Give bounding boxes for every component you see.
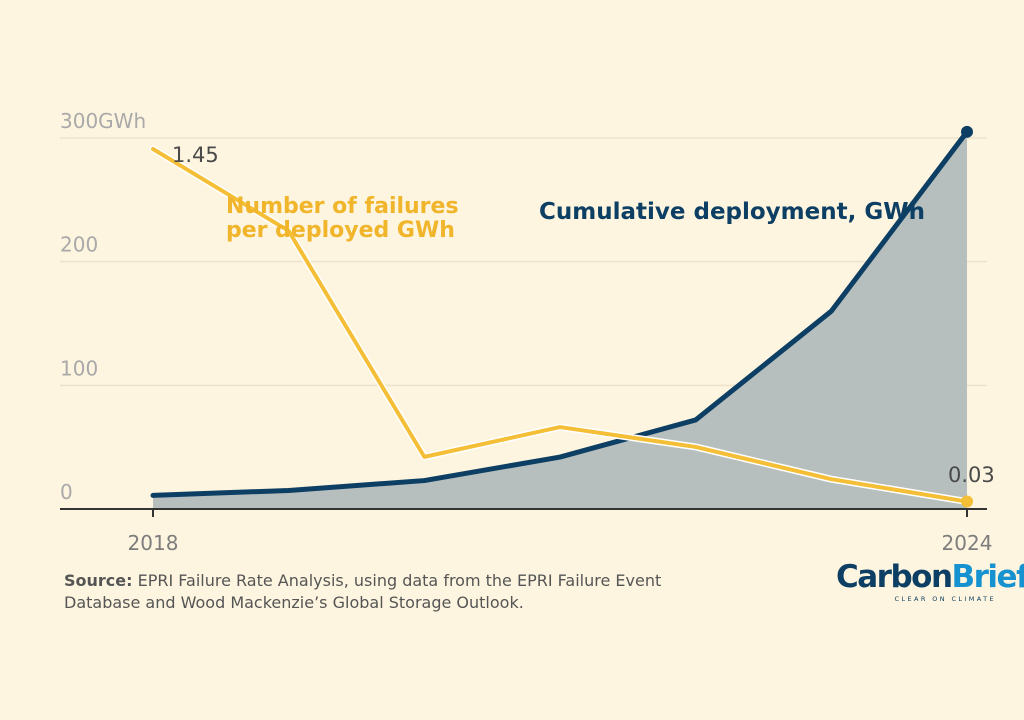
deployment-line (150, 129, 970, 498)
source-note: Source: EPRI Failure Rate Analysis, usin… (64, 570, 704, 614)
source-text: EPRI Failure Rate Analysis, using data f… (64, 571, 662, 612)
series-lines (149, 125, 973, 508)
deployment-series-label: Cumulative deployment, GWh (539, 199, 925, 225)
failures-series-label-line1: Number of failures (226, 194, 459, 219)
x-tick-label: 2024 (942, 531, 993, 555)
y-tick-label: 100 (60, 356, 98, 380)
logo-wordmark: CarbonBrief (836, 559, 1024, 595)
chart-svg: 0 100 200 300GWh 1.45 0.03 Number of failures… (60, 109, 995, 555)
deployment-end-marker (961, 125, 973, 138)
logo-word-brief: Brief (951, 559, 1024, 595)
source-label: Source: (64, 571, 133, 590)
y-tick-label: 300GWh (60, 109, 146, 133)
failures-end-label: 0.03 (948, 463, 995, 487)
y-axis-ticks: 0 100 200 300GWh (60, 109, 146, 504)
deployment-area-layer (153, 131, 967, 510)
failures-series-label-line2: per deployed GWh (226, 218, 455, 243)
logo-tagline: CLEAR ON CLIMATE (894, 595, 996, 603)
x-axis-ticks: 2018 2024 (128, 509, 993, 555)
y-tick-label: 0 (60, 480, 73, 504)
deployment-area (153, 131, 967, 510)
failures-end-marker (961, 495, 973, 508)
failures-start-label: 1.45 (172, 143, 219, 167)
logo-word-carbon: Carbon (836, 559, 953, 595)
y-tick-label: 200 (60, 233, 98, 257)
carbonbrief-logo: CarbonBrief CLEAR ON CLIMATE (836, 559, 1024, 603)
failures-line (151, 147, 969, 504)
x-tick-label: 2018 (128, 531, 179, 555)
